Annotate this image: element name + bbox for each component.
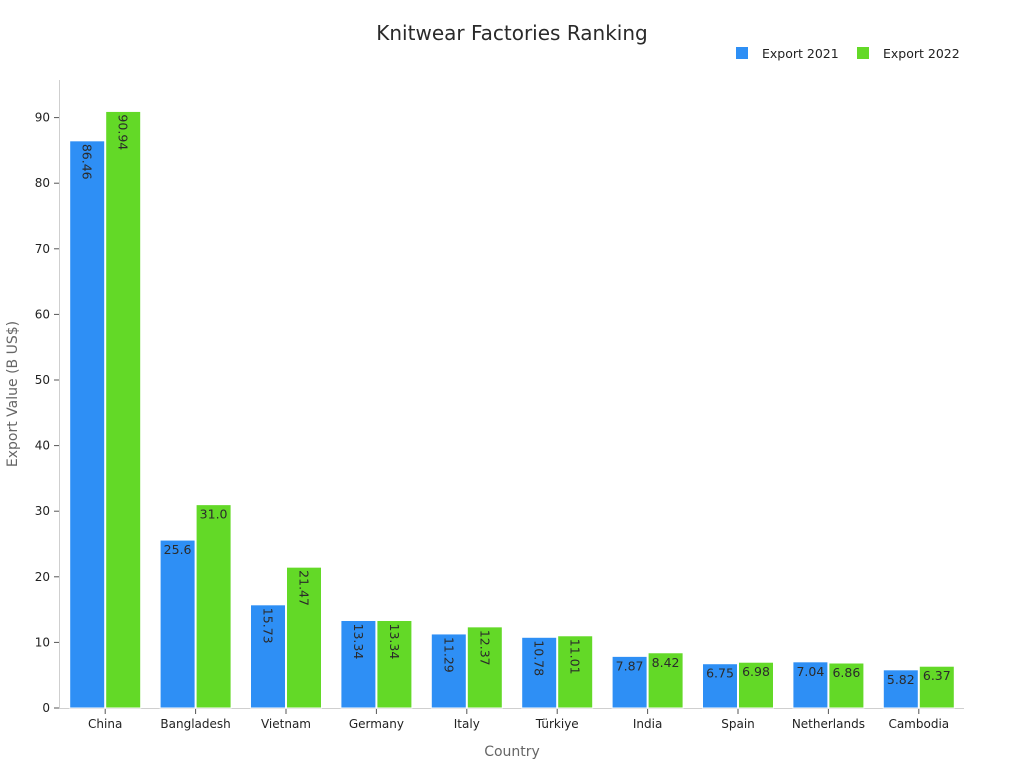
bar-value-label: 6.98 xyxy=(742,664,770,679)
bar-labels: 86.46 90.94 25.6 31.0 15.73 21.47 13.34 13.34 11… xyxy=(80,114,951,686)
bar-value-label: 13.34 xyxy=(387,623,402,659)
x-ticks: China Bangladesh Vietnam Germany Italy Türkiy… xyxy=(88,709,949,731)
x-tick-label: Bangladesh xyxy=(160,717,230,731)
bar-value-label: 6.37 xyxy=(923,668,951,683)
bar-2022[interactable] xyxy=(557,635,594,709)
bar-2022[interactable] xyxy=(828,662,865,709)
bar-value-label: 12.37 xyxy=(477,630,492,666)
bar-value-label: 15.73 xyxy=(261,608,276,644)
bar-2021[interactable] xyxy=(69,140,106,709)
bar-value-label: 10.78 xyxy=(532,640,547,676)
bar-2022[interactable] xyxy=(195,504,232,709)
bar-value-label: 86.46 xyxy=(80,144,95,180)
bar-value-label: 6.86 xyxy=(832,665,860,680)
bar-2021[interactable] xyxy=(340,619,377,709)
y-tick-label: 30 xyxy=(35,504,50,518)
y-axis-title: Export Value (B US$) xyxy=(5,321,21,467)
x-tick-label: Vietnam xyxy=(261,717,311,731)
x-tick-label: Türkiye xyxy=(535,717,579,731)
bar-2021[interactable] xyxy=(882,669,919,709)
bar-2021[interactable] xyxy=(430,633,467,709)
x-tick-label: Spain xyxy=(721,717,755,731)
bar-value-label: 90.94 xyxy=(116,114,131,150)
x-tick-label: Germany xyxy=(349,717,404,731)
bar-2022[interactable] xyxy=(466,626,503,709)
bar-value-label: 7.87 xyxy=(616,658,644,673)
bar-value-label: 11.29 xyxy=(441,637,456,673)
bar-2022[interactable] xyxy=(738,661,774,709)
bar-2021[interactable] xyxy=(792,661,829,709)
bar-value-label: 25.6 xyxy=(164,542,192,557)
y-tick-label: 40 xyxy=(35,439,50,453)
bar-value-label: 31.0 xyxy=(200,507,228,522)
bar-value-label: 7.04 xyxy=(796,664,824,679)
bar-2022[interactable] xyxy=(376,619,413,709)
legend-label: Export 2022 xyxy=(883,46,960,61)
bars xyxy=(69,110,955,709)
y-tick-label: 60 xyxy=(35,307,50,321)
bar-2021[interactable] xyxy=(611,655,648,709)
y-ticks: 0 10 20 30 40 50 60 70 80 90 xyxy=(35,111,59,715)
x-tick-label: India xyxy=(633,717,662,731)
legend-swatch xyxy=(857,47,869,59)
x-tick-label: China xyxy=(88,717,122,731)
y-tick-label: 50 xyxy=(35,373,50,387)
bar-value-label: 13.34 xyxy=(351,623,366,659)
bar-2022[interactable] xyxy=(105,110,142,709)
bar-value-label: 8.42 xyxy=(652,655,680,670)
bar-2022[interactable] xyxy=(286,566,322,709)
bar-value-label: 11.01 xyxy=(568,639,583,675)
bar-2021[interactable] xyxy=(159,539,196,709)
bar-2021[interactable] xyxy=(702,663,738,709)
y-tick-label: 0 xyxy=(42,701,50,715)
bar-value-label: 6.75 xyxy=(706,666,734,681)
x-axis-title: Country xyxy=(484,744,540,760)
bar-value-label: 5.82 xyxy=(887,672,915,687)
y-tick-label: 90 xyxy=(35,111,50,125)
chart-title: Knitwear Factories Ranking xyxy=(376,21,647,45)
y-tick-label: 70 xyxy=(35,242,50,256)
bar-2022[interactable] xyxy=(918,665,955,709)
bar-value-label: 21.47 xyxy=(297,570,312,606)
y-tick-label: 10 xyxy=(35,635,50,649)
legend-swatch xyxy=(736,47,748,59)
legend: Export 2021 Export 2022 xyxy=(736,46,960,61)
x-tick-label: Italy xyxy=(454,717,480,731)
x-tick-label: Netherlands xyxy=(792,717,865,731)
y-tick-label: 20 xyxy=(35,570,50,584)
y-tick-label: 80 xyxy=(35,176,50,190)
x-tick-label: Cambodia xyxy=(888,717,949,731)
bar-2022[interactable] xyxy=(647,652,684,709)
bar-2021[interactable] xyxy=(521,636,558,709)
bar-2021[interactable] xyxy=(250,604,286,709)
legend-label: Export 2021 xyxy=(762,46,839,61)
